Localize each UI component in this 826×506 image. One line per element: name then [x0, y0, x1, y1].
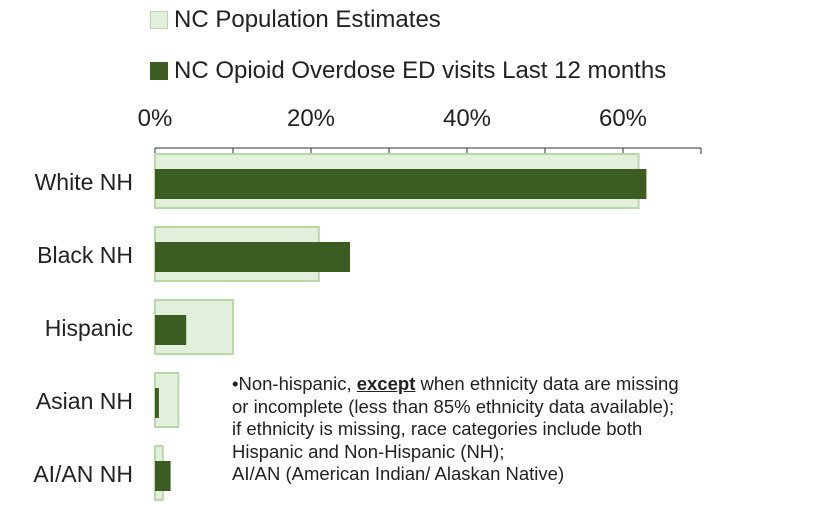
footnote-line-1: •Non-hispanic, except when ethnicity dat…: [232, 373, 822, 396]
footnote-line-4: Hispanic and Non-Hispanic (NH);: [232, 440, 505, 462]
category-label: Hispanic: [45, 315, 133, 341]
category-label: White NH: [35, 169, 133, 195]
legend-swatch-overdose: [150, 62, 168, 80]
bar-overdose: [155, 388, 159, 418]
category-label: Asian NH: [36, 388, 133, 414]
bar-overdose: [155, 461, 171, 491]
bar-overdose: [155, 169, 647, 199]
category-labels: White NH Black NH Hispanic Asian NH AI/AN NH: [33, 169, 133, 487]
footnote-line-1-rest: when ethnicity data are missing: [415, 373, 679, 394]
bar-layer: [154, 153, 647, 501]
x-tick-label: 40%: [443, 105, 491, 132]
footnote-line-5: AI/AN (American Indian/ Alaskan Native): [232, 463, 565, 484]
x-tick-label: 20%: [287, 105, 335, 132]
legend-swatch-population: [150, 11, 168, 29]
footnote-emphasis: except: [356, 373, 416, 394]
footnote-prefix: •Non-hispanic,: [232, 373, 357, 394]
category-label: Black NH: [37, 242, 133, 268]
legend-label-population: NC Population Estimates: [174, 6, 441, 33]
legend-label-overdose: NC Opioid Overdose ED visits Last 12 mon…: [174, 57, 667, 84]
legend-item-overdose: NC Opioid Overdose ED visits Last 12 mon…: [150, 57, 666, 85]
footnote: •Non-hispanic, except when ethnicity dat…: [232, 373, 822, 486]
legend-item-population: NC Population Estimates: [150, 6, 441, 34]
x-tick-label: 60%: [599, 105, 647, 132]
x-axis: 0% 20% 40% 60%: [138, 105, 702, 154]
bar-overdose: [155, 315, 187, 345]
footnote-line-2: or incomplete (less than 85% ethnicity d…: [232, 395, 675, 417]
x-tick-label: 0%: [138, 105, 173, 132]
footnote-line-3: if ethnicity is missing, race categories…: [232, 418, 643, 439]
category-label: AI/AN NH: [33, 461, 133, 487]
bar-overdose: [155, 242, 350, 272]
